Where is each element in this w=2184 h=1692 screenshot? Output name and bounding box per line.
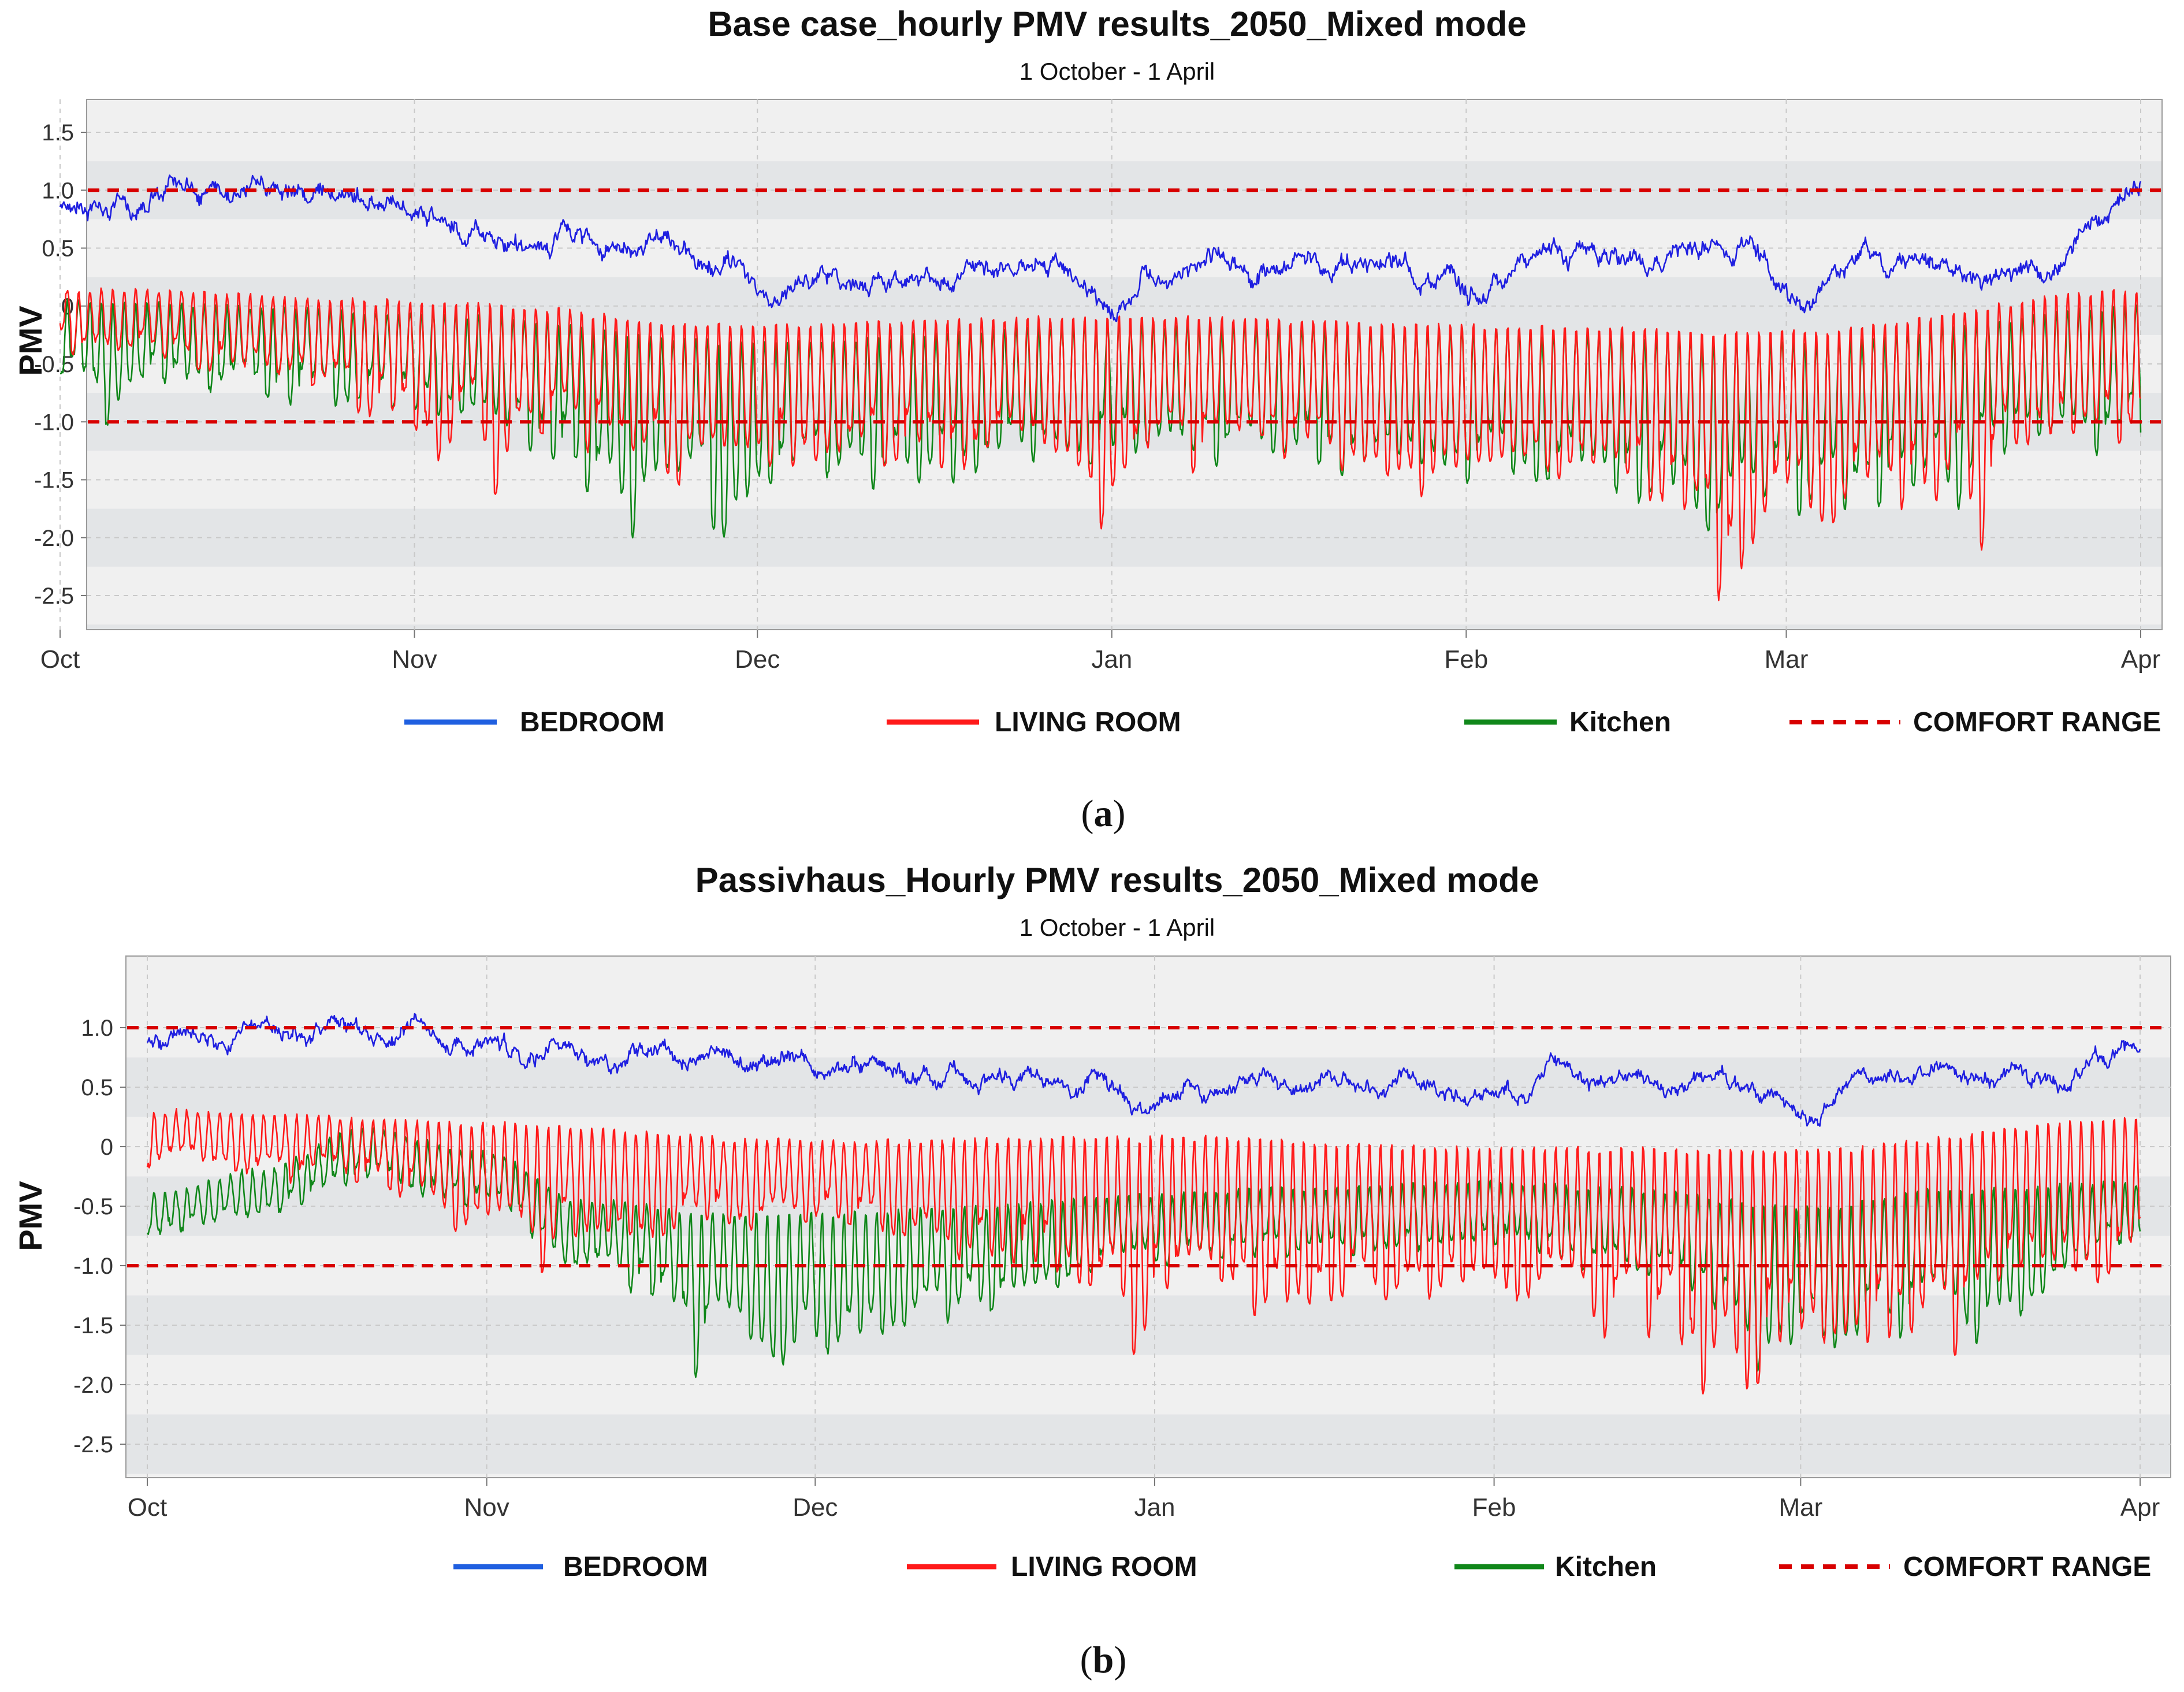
legend-label-bedroom: BEDROOM [563, 1552, 708, 1582]
chart-title: Passivhaus_Hourly PMV results_2050_Mixed… [695, 861, 1539, 899]
y-tick-label: 1.0 [42, 178, 74, 203]
x-tick-label: Jan [1091, 645, 1132, 674]
y-axis-label: PMV [12, 1181, 49, 1251]
legend: BEDROOM LIVING ROOM Kitchen COMFORT RANG… [404, 707, 2161, 738]
x-tick-label: Nov [464, 1493, 509, 1522]
y-tick-label: 1.5 [42, 120, 74, 146]
series-group [146, 1013, 2141, 1394]
y-tick-label: 0 [101, 1135, 113, 1160]
x-tick-label: Feb [1444, 645, 1488, 674]
chart-title: Base case_hourly PMV results_2050_Mixed … [708, 5, 1526, 43]
x-tick-label: Nov [392, 645, 437, 674]
legend-label-kitchen: Kitchen [1569, 707, 1671, 738]
legend-label-comfort-range: COMFORT RANGE [1903, 1552, 2151, 1582]
legend-label-kitchen: Kitchen [1555, 1552, 1657, 1582]
caption-letter: a [1094, 793, 1113, 835]
y-tick-label: 1.0 [81, 1016, 113, 1041]
caption-letter: b [1093, 1639, 1114, 1681]
legend-label-comfort-range: COMFORT RANGE [1913, 707, 2161, 738]
y-tick-label: -2.0 [34, 526, 74, 551]
comfort-range-lines [127, 1026, 2170, 1267]
y-tick-label: -0.5 [34, 352, 74, 377]
y-tick-label: 0.5 [42, 236, 74, 262]
y-tick-label: -0.5 [73, 1194, 113, 1219]
caption-close: ) [1113, 793, 1126, 835]
x-tick-labels: Oct Nov Dec Jan Feb Mar Apr [128, 1478, 2160, 1522]
y-tick-label: -2.0 [73, 1373, 113, 1398]
chart-subtitle: 1 October - 1 April [1020, 914, 1215, 941]
series-line-bedroom [59, 174, 2142, 322]
panel-caption: (a) [1081, 793, 1126, 835]
panel-b: Passivhaus_Hourly PMV results_2050_Mixed… [12, 861, 2171, 1681]
series-line-living-room [146, 1108, 2141, 1394]
y-tick-label: -2.5 [34, 583, 74, 609]
panel-caption: (b) [1080, 1639, 1127, 1681]
caption-open: ( [1080, 1639, 1093, 1681]
series-group [59, 174, 2142, 601]
series-line-living-room [59, 287, 2142, 601]
legend: BEDROOM LIVING ROOM Kitchen COMFORT RANG… [453, 1552, 2151, 1582]
caption-close: ) [1114, 1639, 1126, 1681]
series-line-bedroom [146, 1013, 2141, 1127]
gridlines [126, 956, 2171, 1478]
x-tick-label: Apr [2120, 1493, 2160, 1522]
legend-label-living-room: LIVING ROOM [995, 707, 1181, 738]
caption-open: ( [1081, 793, 1094, 835]
x-tick-label: Oct [40, 645, 80, 674]
legend-label-living-room: LIVING ROOM [1011, 1552, 1197, 1582]
x-tick-labels: Oct Nov Dec Jan Feb Mar Apr [40, 630, 2160, 674]
x-tick-label: Oct [128, 1493, 167, 1522]
y-tick-label: -1.5 [73, 1313, 113, 1338]
y-tick-labels: 1.51.00.50-0.5-1.0-1.5-2.0-2.5 [34, 120, 87, 609]
y-tick-label: -2.5 [73, 1432, 113, 1457]
legend-label-bedroom: BEDROOM [520, 707, 665, 738]
y-tick-label: -1.5 [34, 468, 74, 493]
x-tick-label: Feb [1472, 1493, 1516, 1522]
x-tick-label: Dec [735, 645, 780, 674]
panel-a: Base case_hourly PMV results_2050_Mixed … [12, 5, 2163, 835]
x-tick-label: Dec [793, 1493, 838, 1522]
y-axis-label: PMV [12, 306, 49, 375]
chart-subtitle: 1 October - 1 April [1020, 58, 1215, 85]
x-tick-label: Mar [1765, 645, 1809, 674]
x-tick-label: Mar [1779, 1493, 1822, 1522]
x-tick-label: Apr [2121, 645, 2160, 674]
y-tick-label: 0.5 [81, 1075, 113, 1100]
y-tick-label: -1.0 [73, 1254, 113, 1279]
x-tick-label: Jan [1134, 1493, 1175, 1522]
y-band [87, 624, 2161, 629]
y-tick-label: -1.0 [34, 410, 74, 435]
y-tick-labels: 1.0 0.5 0 -0.5 -1.0 -1.5 -2.0 -2.5 [73, 1016, 126, 1457]
